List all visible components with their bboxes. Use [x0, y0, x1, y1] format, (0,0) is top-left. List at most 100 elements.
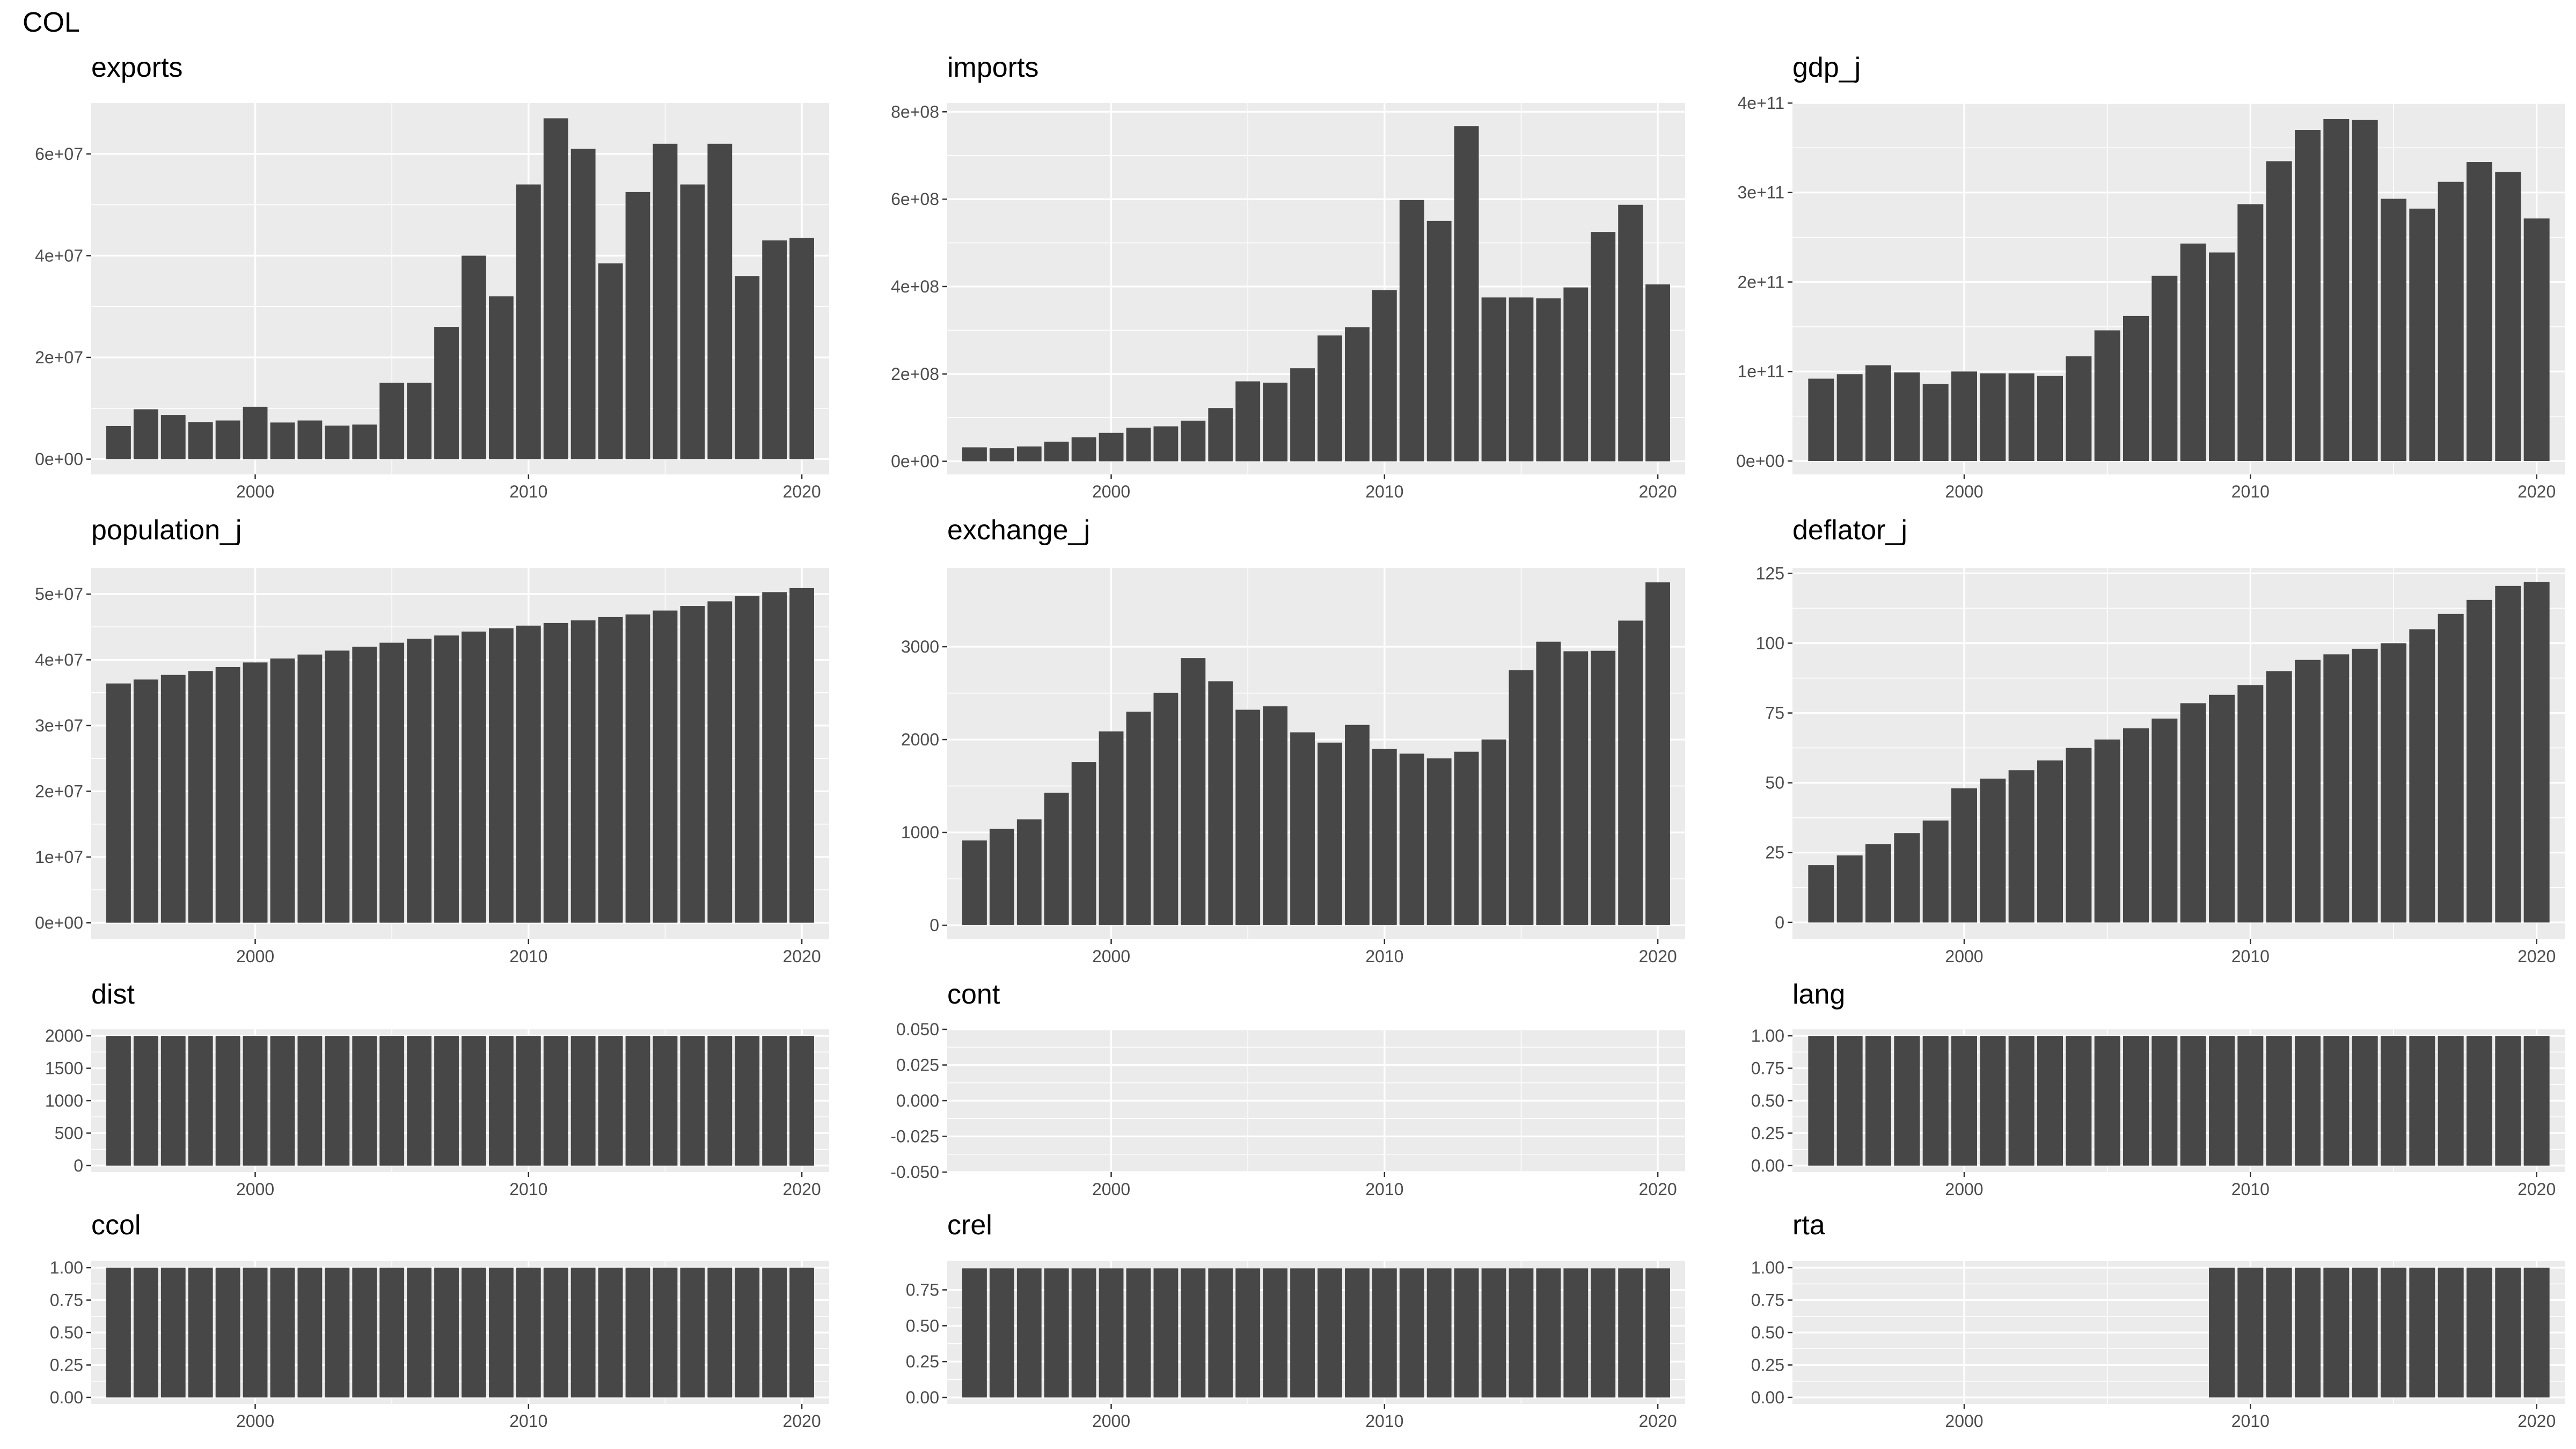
bar-exchange_j-2003 [1181, 658, 1206, 926]
bar-lang-2005 [2094, 1036, 2120, 1166]
y-tick-label: 3e+11 [1738, 183, 1785, 202]
bar-population_j-2010 [516, 625, 541, 923]
bar-crel-2007 [1290, 1268, 1315, 1397]
bar-ccol-2007 [434, 1268, 459, 1397]
bar-lang-2007 [2151, 1036, 2178, 1166]
bar-rta-2009 [2209, 1268, 2235, 1397]
bar-gdp_j-2020 [2523, 218, 2550, 461]
bar-gdp_j-2004 [2066, 356, 2092, 461]
bar-exports-1999 [215, 420, 240, 459]
bar-dist-2019 [762, 1036, 787, 1166]
bar-crel-2020 [1645, 1268, 1670, 1397]
bar-imports-2006 [1263, 383, 1288, 462]
y-tick-label: 0.75 [1751, 1059, 1784, 1078]
bar-lang-2003 [2037, 1036, 2063, 1166]
bar-lang-2020 [2523, 1036, 2550, 1166]
bar-population_j-2011 [543, 623, 568, 923]
bar-exchange_j-2018 [1591, 650, 1616, 926]
bar-exports-1998 [188, 422, 213, 459]
bar-exchange_j-2008 [1318, 742, 1342, 926]
bar-ccol-2011 [543, 1268, 568, 1397]
x-tick-label: 2020 [782, 1411, 821, 1431]
panel-title-rta: rta [1792, 1210, 1825, 1241]
bar-gdp_j-2013 [2323, 119, 2350, 461]
bar-exchange_j-2016 [1536, 641, 1561, 926]
bar-lang-2006 [2123, 1036, 2149, 1166]
bar-lang-1998 [1894, 1036, 1920, 1166]
bar-crel-2001 [1126, 1268, 1151, 1397]
bar-lang-2012 [2295, 1036, 2321, 1166]
panel-crel: 0.00 0.25 0.50 0.75 2000 2010 2020 crel [906, 1210, 1685, 1431]
bar-gdp_j-2003 [2037, 376, 2063, 461]
y-tick-label: 4e+08 [891, 277, 939, 296]
bar-rta-2011 [2266, 1268, 2292, 1397]
y-tick-label: 25 [1765, 843, 1784, 862]
bar-rta-2018 [2467, 1268, 2492, 1397]
bar-population_j-1999 [215, 667, 240, 923]
bar-crel-2008 [1318, 1268, 1342, 1397]
bar-rta-2013 [2323, 1268, 2350, 1397]
x-tick-label: 2020 [782, 947, 821, 966]
panel-rta: 0.00 0.25 0.50 0.75 1.00 2000 2010 2020 rta [1751, 1210, 2565, 1431]
bar-ccol-2014 [625, 1268, 650, 1397]
y-tick-label: 0e+00 [35, 450, 83, 469]
bar-dist-2010 [516, 1036, 541, 1166]
panel-title-exports: exports [91, 52, 183, 83]
panel-title-dist: dist [91, 979, 135, 1010]
bar-exports-2008 [462, 255, 486, 459]
bar-lang-2015 [2381, 1036, 2406, 1166]
bar-deflator_j-2017 [2438, 613, 2464, 923]
bar-population_j-2002 [297, 654, 323, 923]
bar-rta-2017 [2438, 1268, 2464, 1397]
x-tick-label: 2020 [782, 482, 821, 501]
bar-exchange_j-2002 [1153, 692, 1179, 926]
bar-crel-2014 [1481, 1268, 1506, 1397]
x-tick-label: 2010 [509, 947, 547, 966]
bar-population_j-2015 [653, 610, 678, 923]
bar-crel-2015 [1509, 1268, 1534, 1397]
bar-exports-2006 [407, 383, 432, 459]
bar-population_j-2012 [570, 620, 596, 923]
bar-lang-2008 [2180, 1036, 2206, 1166]
bar-dist-1999 [215, 1036, 240, 1166]
bar-dist-2009 [488, 1036, 514, 1166]
bar-deflator_j-2016 [2409, 629, 2435, 923]
bar-lang-2009 [2209, 1036, 2235, 1166]
bar-deflator_j-2012 [2295, 660, 2321, 923]
bar-crel-2004 [1208, 1268, 1233, 1397]
x-tick-label: 2000 [236, 482, 274, 501]
bar-ccol-2002 [297, 1268, 323, 1397]
bar-dist-2016 [680, 1036, 705, 1166]
bar-exports-2007 [434, 327, 459, 459]
bar-exchange_j-2019 [1618, 620, 1643, 926]
figure-title: COL [23, 7, 80, 38]
y-tick-label: 0.50 [906, 1316, 939, 1335]
y-tick-label: 3000 [901, 637, 939, 656]
y-tick-label: 0.50 [1751, 1091, 1784, 1110]
bar-rta-2019 [2495, 1268, 2521, 1397]
y-tick-label: 1500 [45, 1059, 83, 1078]
bar-imports-2003 [1181, 420, 1206, 462]
bar-lang-1997 [1865, 1036, 1891, 1166]
bar-ccol-2019 [762, 1268, 787, 1397]
bar-ccol-2005 [379, 1268, 405, 1397]
x-tick-label: 2020 [1638, 947, 1677, 966]
bar-imports-2000 [1099, 433, 1124, 462]
bar-deflator_j-2011 [2266, 671, 2292, 923]
bar-exchange_j-2009 [1344, 724, 1370, 926]
bar-dist-2007 [434, 1036, 459, 1166]
y-tick-label: 0 [930, 916, 939, 935]
bar-imports-2017 [1563, 287, 1589, 462]
bar-gdp_j-1998 [1894, 372, 1920, 461]
panel-background [947, 103, 1685, 474]
bar-exchange_j-1999 [1071, 762, 1096, 926]
y-tick-label: 0.00 [50, 1388, 83, 1407]
bar-imports-2002 [1153, 426, 1179, 462]
bar-exports-2004 [352, 425, 377, 459]
bar-deflator_j-2013 [2323, 654, 2350, 923]
panel-title-cont: cont [947, 979, 1000, 1010]
bar-exchange_j-2015 [1509, 670, 1534, 926]
bar-crel-2005 [1235, 1268, 1261, 1397]
bar-exchange_j-2020 [1645, 582, 1670, 926]
x-tick-label: 2020 [1638, 1411, 1677, 1431]
